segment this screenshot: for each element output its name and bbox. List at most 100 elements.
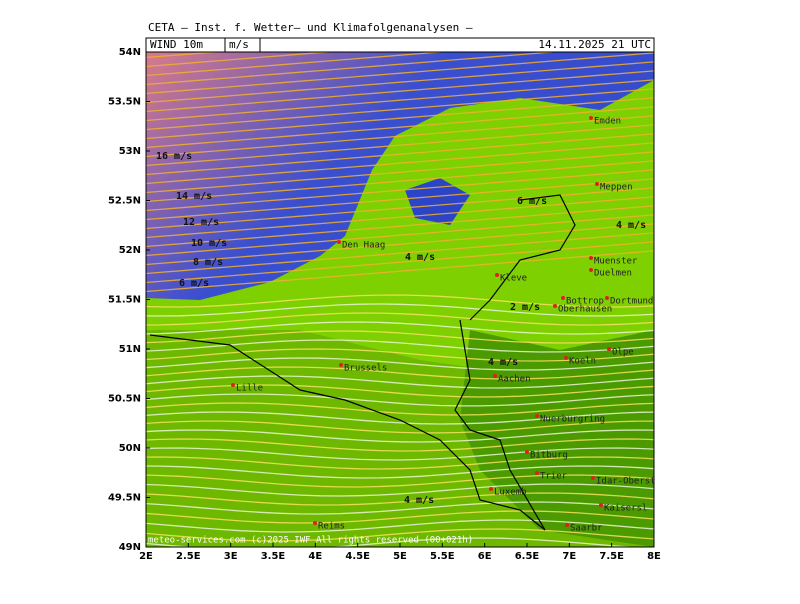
place-name: Saarbr xyxy=(570,524,603,534)
streamline xyxy=(146,429,654,443)
streamline xyxy=(146,160,654,203)
streamline xyxy=(146,196,654,239)
lat-label: 49.5N xyxy=(108,493,141,504)
streamline xyxy=(146,519,654,533)
streamline xyxy=(146,465,654,479)
lat-label: 50.5N xyxy=(108,394,141,405)
place-marker xyxy=(595,182,599,186)
lon-label: 5.5E xyxy=(430,551,455,562)
place-marker xyxy=(553,304,557,308)
lat-label: 51N xyxy=(119,344,141,355)
streamlines xyxy=(140,0,660,547)
streamline xyxy=(146,250,654,293)
place-name: Luxemb xyxy=(494,488,527,498)
streamline xyxy=(146,205,654,248)
place-name: Kleve xyxy=(500,274,527,284)
place-name: Nuerburgring xyxy=(540,415,605,425)
unit-box xyxy=(224,37,261,53)
place-name: Koeln xyxy=(569,357,596,367)
place-name: Idar-Oberst xyxy=(596,477,656,487)
streamline xyxy=(146,330,654,344)
place-name: Bitburg xyxy=(530,451,568,461)
place-name: Reims xyxy=(318,522,345,532)
streamline xyxy=(146,52,449,77)
lon-label: 7.5E xyxy=(599,551,624,562)
streamline xyxy=(140,0,660,40)
place-name: Muenster xyxy=(594,257,638,267)
institute: CETA — Inst. f. Wetter— und Klimafolgena… xyxy=(148,21,473,34)
place-name: Meppen xyxy=(600,183,633,193)
place-marker xyxy=(605,296,609,300)
contour-label: 4 m/s xyxy=(616,220,646,231)
lon-label: 5E xyxy=(393,551,407,562)
lon-label: 3E xyxy=(224,551,238,562)
unit: m/s xyxy=(229,38,249,51)
place-marker xyxy=(607,347,611,351)
streamline xyxy=(146,339,654,353)
border xyxy=(149,334,546,531)
streamline xyxy=(146,501,654,515)
streamline xyxy=(146,384,654,398)
place-name: Bottrop xyxy=(566,297,604,307)
streamline xyxy=(146,232,654,275)
streamline xyxy=(146,223,654,266)
contour-label: 4 m/s xyxy=(404,495,434,506)
lon-label: 6.5E xyxy=(515,551,540,562)
place-name: Aachen xyxy=(498,375,531,385)
place-marker xyxy=(337,240,341,244)
streamline xyxy=(146,106,654,149)
streamline xyxy=(146,178,654,221)
place-name: Oberhausen xyxy=(558,305,612,315)
place-name: Duelmen xyxy=(594,269,632,279)
lat-label: 52N xyxy=(119,245,141,256)
place-marker xyxy=(589,116,593,120)
streamline xyxy=(146,456,654,470)
contour-label: 8 m/s xyxy=(193,257,223,268)
streamline xyxy=(146,483,654,497)
streamline xyxy=(146,97,654,140)
place-name: Den Haag xyxy=(342,241,385,251)
lon-label: 3.5E xyxy=(261,551,286,562)
lon-label: 4E xyxy=(308,551,322,562)
place-marker xyxy=(231,383,235,387)
streamline xyxy=(146,241,654,284)
place-name: Kaisersl xyxy=(604,504,647,514)
contour-label: 12 m/s xyxy=(183,217,219,228)
highlands xyxy=(460,330,654,547)
streamline xyxy=(146,133,654,176)
place-name: Lille xyxy=(236,384,263,394)
streamline xyxy=(146,115,654,158)
lon-label: 8E xyxy=(647,551,661,562)
streamline xyxy=(146,169,654,212)
lat-label: 53N xyxy=(119,146,141,157)
lat-label: 49N xyxy=(119,542,141,553)
streamline xyxy=(146,294,654,308)
streamline xyxy=(146,70,654,113)
lon-label: 2E xyxy=(139,551,153,562)
streamline xyxy=(146,142,654,185)
streamline xyxy=(146,393,654,407)
place-marker xyxy=(589,268,593,272)
place-name: Emden xyxy=(594,117,621,127)
lon-label: 7E xyxy=(562,551,576,562)
border xyxy=(454,319,546,531)
place-name: Trier xyxy=(540,472,568,482)
place-marker xyxy=(535,471,539,475)
place-marker xyxy=(591,476,595,480)
streamline xyxy=(146,321,654,335)
lon-label: 6E xyxy=(478,551,492,562)
streamline xyxy=(146,492,654,506)
contour-label: 10 m/s xyxy=(191,238,227,249)
streamline xyxy=(146,528,654,542)
header-bar xyxy=(145,37,655,53)
streamline xyxy=(146,420,654,434)
streamline xyxy=(146,411,654,425)
contour-label: 6 m/s xyxy=(517,196,547,207)
streamline xyxy=(146,357,654,371)
place-marker xyxy=(495,273,499,277)
lat-label: 54N xyxy=(119,47,141,58)
place-marker xyxy=(525,450,529,454)
lat-label: 50N xyxy=(119,443,141,454)
place-marker xyxy=(313,521,317,525)
